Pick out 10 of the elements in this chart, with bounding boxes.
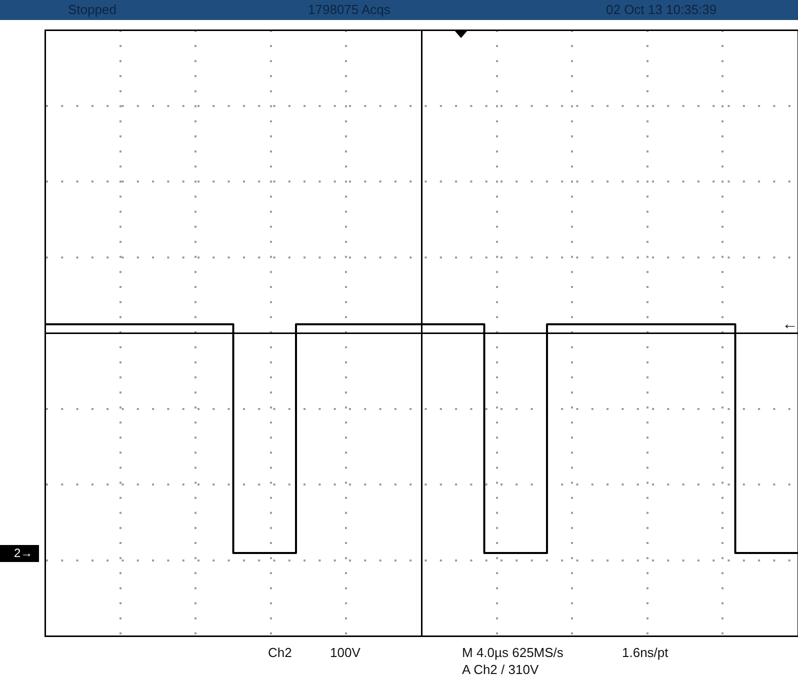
text: 2→ bbox=[0, 545, 39, 562]
text: 1.6ns/pt bbox=[622, 645, 668, 660]
text: Ch2 bbox=[268, 645, 292, 660]
text: A Ch2 / 310V bbox=[462, 662, 539, 677]
text: 100V bbox=[330, 645, 360, 660]
annotation: ← bbox=[782, 316, 798, 334]
chart-title: Stopped bbox=[68, 2, 116, 17]
chart-subtitle: 1798075 Acqs bbox=[308, 2, 390, 17]
text: M 4.0µs 625MS/s bbox=[462, 645, 564, 660]
text: 02 Oct 13 10:35:39 bbox=[606, 2, 717, 17]
